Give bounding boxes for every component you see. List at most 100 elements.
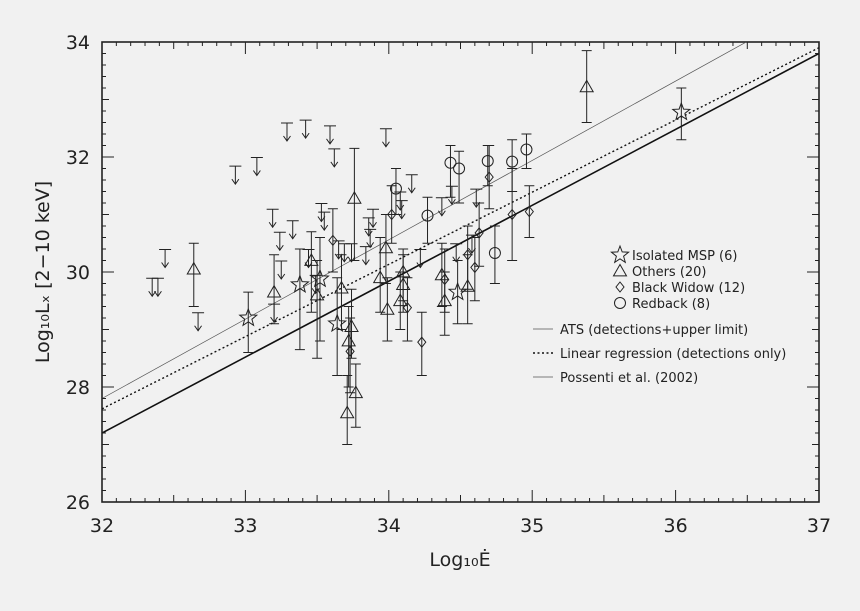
triangle-marker [334, 280, 349, 294]
x-axis-label: Log₁₀Ė [429, 548, 490, 571]
star-marker [671, 101, 692, 121]
diamond-marker [417, 336, 427, 348]
diamond-point [524, 185, 535, 238]
upper-limit-arrow [159, 249, 172, 269]
upper-limit-arrow [286, 220, 299, 240]
upper-limit-head [304, 262, 313, 269]
y-axis-label: Log₁₀Lₓ [2−10 keV] [32, 181, 54, 363]
star-marker [327, 313, 348, 333]
upper-limit-head [364, 230, 373, 237]
triangle-point [344, 288, 359, 359]
upper-limit-arrow [280, 122, 293, 142]
diamond-marker [387, 208, 397, 221]
diamond-marker [345, 345, 355, 358]
upper-limit-arrow [324, 125, 337, 145]
diamond-point [327, 208, 338, 273]
circle-point [453, 150, 466, 204]
upper-limit-head [268, 221, 277, 229]
upper-limit-head [275, 244, 284, 252]
upper-limit-arrow [414, 249, 427, 269]
upper-limit-head [468, 247, 476, 254]
star-marker [289, 274, 310, 294]
diamond-point [462, 225, 473, 290]
upper-limit-head [452, 256, 461, 263]
diamond-point [469, 237, 480, 302]
diamond-marker [507, 208, 517, 221]
star-point [310, 237, 330, 342]
triangle-marker [579, 79, 595, 93]
legend-circle-marker [614, 297, 626, 309]
upper-limit-head [288, 233, 297, 240]
diamond-point [402, 277, 413, 342]
circle-marker [481, 155, 494, 168]
diamond-marker [474, 227, 484, 239]
upper-limit-arrow [273, 231, 286, 252]
upper-limit-head [148, 290, 157, 298]
fit-line-2 [102, 47, 819, 410]
circle-point [506, 139, 519, 192]
y-tick-label: 28 [66, 377, 90, 399]
legend-triangle-marker [612, 263, 628, 277]
diamond-marker [440, 273, 450, 286]
upper-limit-arrow [151, 277, 164, 298]
upper-limit-arrow [266, 208, 279, 229]
legend-label: Redback (8) [632, 297, 710, 312]
triangle-point [378, 214, 394, 284]
x-tick-label: 34 [377, 515, 401, 537]
triangle-point [372, 237, 388, 313]
data-points [146, 50, 692, 445]
triangle-marker [339, 405, 355, 419]
circle-point [421, 196, 434, 244]
circle-marker [520, 143, 533, 156]
triangle-point [334, 254, 349, 330]
diamond-marker [524, 205, 534, 218]
circle-marker [444, 156, 457, 169]
upper-limit-arrow [250, 157, 263, 177]
upper-limit-head [447, 198, 456, 206]
diamond-point [474, 202, 485, 267]
triangle-marker [460, 278, 476, 292]
legend-label: Others (20) [632, 265, 707, 280]
diamond-marker [402, 301, 413, 314]
triangle-point [186, 242, 202, 307]
legend: Isolated MSP (6)Others (20)Black Widow (… [533, 244, 786, 386]
triangle-marker [380, 301, 395, 315]
circle-marker [488, 247, 501, 260]
y-tick-label: 32 [66, 147, 90, 169]
circle-point [488, 225, 501, 284]
triangle-point [347, 147, 362, 261]
upper-limit-head [437, 210, 446, 217]
circle-marker [389, 182, 402, 195]
diamond-point [439, 248, 450, 313]
triangle-point [348, 363, 364, 428]
triangle-marker [348, 385, 364, 399]
upper-limit-head [382, 141, 390, 148]
upper-limit-head [194, 325, 202, 332]
upper-limit-head [347, 256, 356, 263]
x-tick-label: 33 [233, 515, 257, 537]
triangle-marker [378, 240, 394, 254]
triangle-marker [304, 252, 319, 266]
upper-limit-head [326, 138, 334, 145]
circle-point [520, 133, 533, 169]
upper-limit-head [161, 262, 170, 269]
triangle-point [579, 50, 595, 123]
legend-line-label: Possenti et al. (2002) [560, 371, 698, 386]
legend-diamond-marker [615, 281, 625, 293]
upper-limit-arrow [450, 243, 463, 263]
circle-marker [421, 209, 434, 222]
upper-limit-head [416, 262, 425, 269]
upper-limit-head [277, 273, 286, 280]
upper-limit-head [472, 201, 481, 208]
upper-limit-head [320, 224, 329, 231]
triangle-marker [186, 261, 202, 275]
triangle-point [309, 260, 325, 359]
upper-limit-arrow [229, 165, 242, 185]
upper-limit-head [340, 256, 349, 263]
upper-limit-head [231, 178, 240, 185]
circle-marker [453, 162, 466, 175]
upper-limit-arrow [328, 148, 341, 168]
upper-limit-head [361, 259, 370, 266]
diamond-point [416, 311, 427, 376]
